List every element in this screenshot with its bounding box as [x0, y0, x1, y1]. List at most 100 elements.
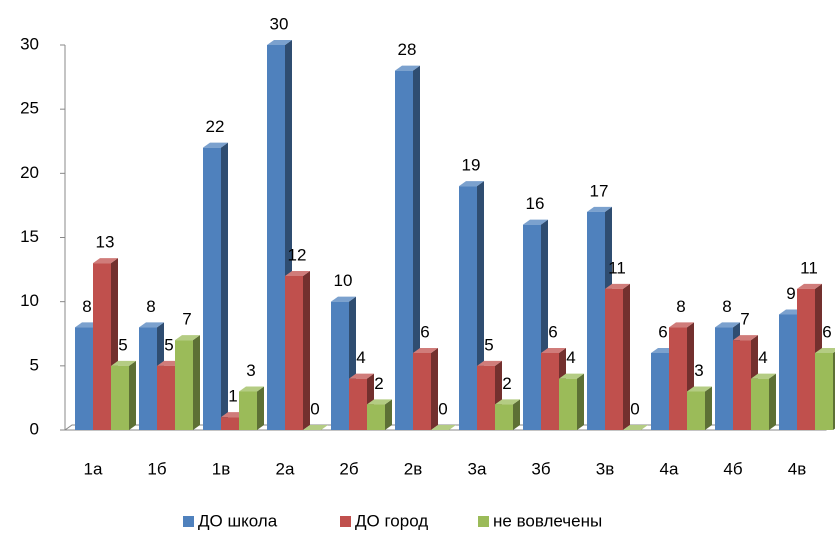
bar-front: [221, 417, 239, 430]
bar: [495, 399, 520, 430]
value-label: 8: [146, 297, 155, 316]
bar-top: [815, 348, 835, 353]
y-tick-label: 10: [20, 291, 39, 310]
bar-side: [221, 142, 228, 430]
value-label: 6: [548, 322, 557, 341]
bar-front: [651, 353, 669, 430]
bar-top: [715, 322, 740, 328]
bar-top: [93, 258, 118, 264]
bar-top: [349, 373, 374, 379]
bar-top: [541, 348, 566, 353]
y-tick-label: 0: [30, 419, 39, 438]
bar-front: [349, 378, 367, 430]
legend-swatch: [478, 516, 489, 527]
x-tick-label: 2б: [339, 459, 358, 478]
x-tick-label: 4б: [723, 459, 742, 478]
x-tick-label: 3б: [531, 459, 550, 478]
bar-side: [413, 65, 420, 431]
bar-side: [385, 399, 392, 430]
bar: [431, 425, 456, 430]
bar-front: [367, 404, 385, 430]
value-label: 17: [590, 181, 609, 200]
value-label: 10: [334, 271, 353, 290]
value-label: 11: [800, 258, 818, 277]
bar-top: [751, 373, 776, 379]
bar-front: [669, 327, 687, 430]
bar-front: [797, 288, 815, 430]
y-tick-label: 20: [20, 163, 39, 182]
bar-front: [687, 391, 705, 430]
bar-front: [559, 378, 577, 430]
value-label: 2: [502, 374, 511, 393]
bar-top: [285, 271, 310, 276]
bar: [559, 373, 584, 430]
bar-top: [559, 373, 584, 379]
bar-top: [523, 219, 548, 225]
bar-side: [513, 399, 520, 430]
bar-top: [495, 399, 520, 405]
bar: [303, 425, 328, 430]
value-label: 6: [658, 322, 667, 341]
value-label: 3: [246, 361, 255, 380]
bar-top: [605, 283, 630, 289]
bar-top: [267, 40, 292, 45]
bar-front: [413, 353, 431, 430]
bar-side: [769, 373, 776, 430]
bar-side: [431, 348, 438, 430]
bar-front: [523, 224, 541, 430]
value-label: 0: [630, 399, 639, 418]
bar: [395, 65, 420, 431]
bar-front: [331, 301, 349, 430]
value-label: 8: [676, 297, 685, 316]
bar-front: [815, 353, 833, 430]
x-tick-label: 1б: [147, 459, 166, 478]
bar: [175, 335, 200, 430]
bar-front: [733, 340, 751, 430]
y-tick-label: 30: [20, 34, 39, 53]
value-label: 6: [822, 322, 831, 341]
bar-top: [587, 206, 612, 212]
bar-top: [623, 425, 648, 430]
bar-top: [203, 142, 228, 148]
value-label: 5: [484, 335, 493, 354]
value-label: 4: [758, 348, 767, 367]
value-label: 9: [786, 284, 795, 303]
bar-top: [733, 335, 758, 341]
bar: [687, 386, 712, 430]
x-tick-label: 1в: [212, 459, 231, 478]
value-label: 7: [740, 310, 749, 329]
bar-front: [395, 70, 413, 431]
x-tick-label: 1а: [84, 459, 103, 478]
bar: [623, 425, 648, 430]
bar-side: [577, 373, 584, 430]
bar: [239, 386, 264, 430]
bar: [285, 271, 310, 430]
bar: [605, 283, 630, 430]
y-tick-label: 15: [20, 227, 39, 246]
bar-top: [239, 386, 264, 392]
bar-front: [157, 365, 175, 430]
value-label: 8: [82, 297, 91, 316]
bar-top: [413, 348, 438, 353]
x-tick-label: 4в: [788, 459, 807, 478]
bar-side: [705, 386, 712, 430]
bar-top: [459, 181, 484, 187]
bar-top: [303, 425, 328, 430]
x-tick-label: 4а: [660, 459, 679, 478]
bar: [413, 348, 438, 430]
bar-front: [715, 327, 733, 430]
bar-front: [541, 353, 559, 430]
value-label: 3: [694, 361, 703, 380]
bar-front: [751, 378, 769, 430]
x-tick-label: 2а: [276, 459, 295, 478]
value-label: 1: [228, 387, 237, 406]
value-label: 6: [420, 322, 429, 341]
bar-front: [75, 327, 93, 430]
bar: [203, 142, 228, 430]
bar-top: [367, 399, 392, 405]
bar-front: [587, 211, 605, 430]
legend-label: не вовлечены: [493, 511, 602, 530]
bar-top: [331, 296, 356, 302]
value-label: 4: [356, 348, 365, 367]
